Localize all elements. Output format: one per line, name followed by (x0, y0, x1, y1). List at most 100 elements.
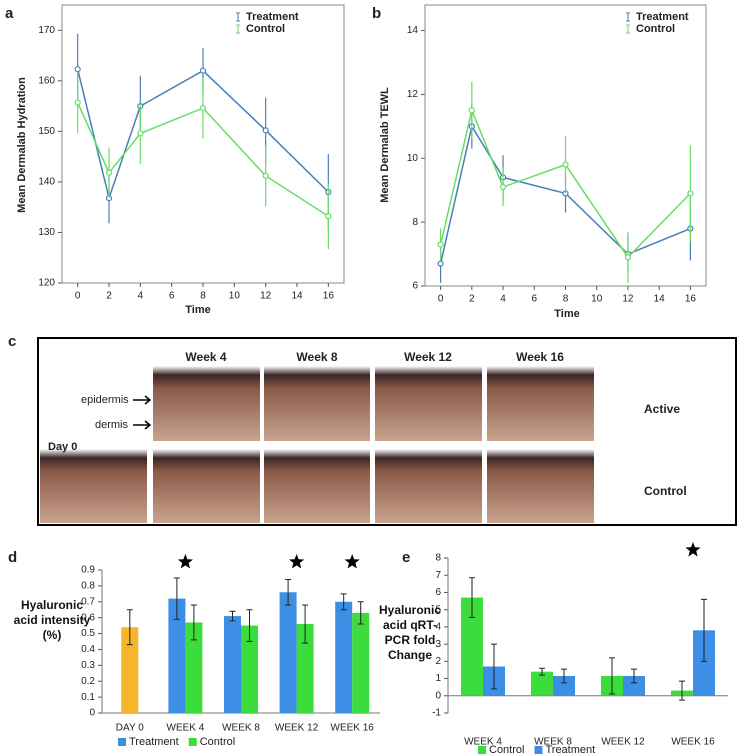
x-tick-label: 2 (106, 291, 112, 302)
x-tick-label: 10 (591, 294, 603, 305)
x-axis-label: Time (554, 308, 579, 320)
marker (105, 169, 113, 176)
bar (335, 601, 353, 713)
y-tick-label: 7 (435, 570, 441, 581)
error-bar (701, 598, 707, 662)
panel-c: c Week 4 Week 8 Week 12 Week 16 Active C… (8, 333, 737, 526)
bar (296, 624, 314, 713)
bar (168, 598, 186, 713)
image (264, 366, 370, 441)
image (153, 366, 260, 441)
legend-label: Control (200, 736, 235, 748)
x-tick-label: 0 (438, 294, 444, 305)
bar (352, 612, 370, 713)
bar (461, 597, 483, 696)
x-tick-label: 14 (654, 294, 666, 305)
y-tick-label: 0 (89, 708, 95, 719)
legend-label: Treatment (246, 11, 299, 23)
y-tick-label: 3 (435, 639, 441, 650)
y-tick-label: 0.5 (81, 628, 95, 639)
legend-swatch (188, 738, 197, 746)
y-tick-label: 0.8 (81, 581, 95, 592)
image (40, 449, 147, 523)
y-axis-label: Mean Dermalab TEWL (379, 87, 391, 203)
marker (137, 130, 144, 137)
row-label: Control (644, 484, 687, 498)
y-tick-label: 120 (38, 278, 55, 289)
x-tick-label: DAY 0 (116, 723, 144, 734)
bar (241, 625, 258, 713)
y-tick-label: 0 (435, 690, 441, 701)
x-tick-label: WEEK 4 (464, 737, 502, 748)
arrow (133, 395, 152, 430)
legend-swatch (478, 746, 486, 754)
y-tick-label: 0.2 (81, 676, 95, 687)
marker (74, 66, 81, 73)
bar (693, 630, 715, 696)
significance-star (289, 554, 305, 569)
y-tick-label: 0.4 (81, 644, 95, 655)
y-tick-label: 8 (435, 553, 441, 564)
x-tick-label: WEEK 16 (671, 737, 715, 748)
panel-letter: b (372, 5, 381, 22)
error-bar (609, 657, 615, 695)
panel-letter: d (8, 549, 17, 566)
significance-star (685, 542, 701, 557)
marker (468, 107, 475, 114)
y-tick-label: 4 (435, 622, 441, 633)
image (264, 449, 370, 523)
image (487, 449, 594, 523)
legend-label: Treatment (545, 744, 595, 756)
bar (531, 671, 553, 696)
marker (437, 260, 444, 267)
marker (624, 254, 632, 261)
x-tick-label: WEEK 8 (222, 723, 260, 734)
layer-label: dermis (95, 419, 129, 431)
legend-swatch (236, 12, 240, 22)
marker (262, 172, 269, 179)
series-line (439, 107, 691, 259)
error-bar (539, 667, 545, 676)
x-tick-label: 12 (622, 294, 634, 305)
series-line (76, 102, 329, 217)
x-tick-label: 0 (75, 291, 81, 302)
plot-frame (61, 4, 345, 284)
column-label: Week 8 (296, 350, 337, 364)
error-bar (126, 609, 133, 646)
bar (553, 675, 575, 696)
x-tick-label: 8 (200, 291, 206, 302)
y-tick-label: 0.3 (81, 660, 95, 671)
y-axis-label: Hyaluronic acid intensity (%) (13, 598, 91, 642)
x-tick-label: 6 (169, 291, 175, 302)
y-tick-label: 2 (435, 656, 441, 667)
y-axis-label: Mean Dermalab Hydration (16, 77, 28, 213)
bar (279, 592, 297, 713)
x-tick-label: WEEK 16 (331, 723, 375, 734)
x-tick-label: 4 (138, 291, 144, 302)
marker (199, 105, 207, 112)
marker (325, 213, 332, 220)
y-tick-label: 8 (412, 217, 418, 228)
y-tick-label: 6 (412, 281, 418, 292)
x-tick-label: WEEK 8 (534, 737, 572, 748)
y-tick-label: 1 (435, 673, 441, 684)
error-bar (357, 601, 364, 625)
panel-letter: c (8, 333, 16, 350)
marker (687, 190, 694, 197)
panel-letter: a (5, 5, 14, 22)
legend-label: Control (636, 23, 675, 35)
marker (262, 127, 269, 134)
y-tick-label: -1 (432, 708, 441, 719)
error-bar (469, 577, 475, 618)
x-tick-label: 4 (500, 294, 506, 305)
x-tick-label: 16 (323, 291, 335, 302)
image (487, 366, 594, 441)
series-line (76, 69, 329, 201)
image (375, 449, 482, 523)
column-label: Week 4 (185, 350, 226, 364)
x-tick-label: 16 (685, 294, 697, 305)
error-bar (190, 604, 197, 641)
x-tick-label: WEEK 12 (275, 723, 319, 734)
day-label: Day 0 (48, 441, 77, 453)
